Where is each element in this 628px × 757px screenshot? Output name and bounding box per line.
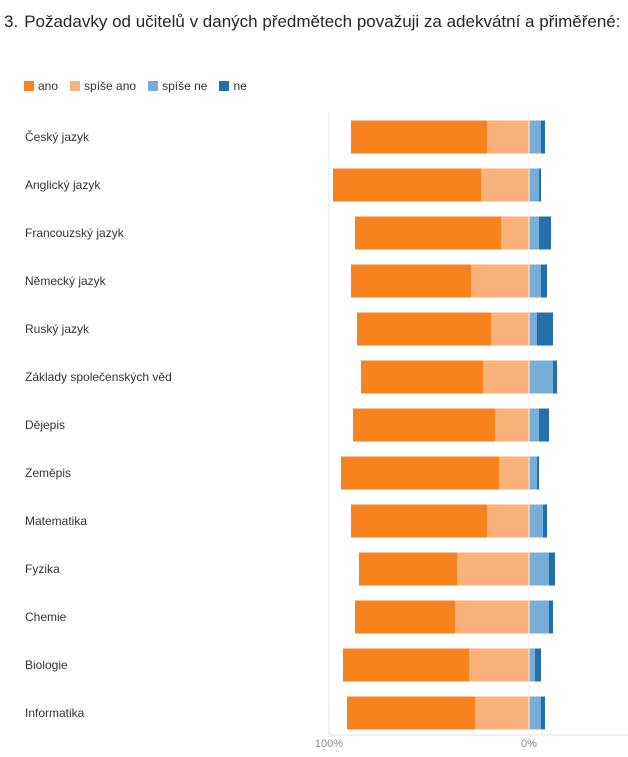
x-tick-label-100: 100%	[315, 738, 343, 750]
bar-spise-ano-informatika	[475, 696, 529, 730]
legend-swatch-ano	[24, 81, 34, 91]
legend-swatch-ne	[219, 81, 230, 91]
bar-spise-ne-zaklady-spolecenskych-ved	[529, 360, 553, 394]
bar-spise-ano-zemepis	[499, 456, 529, 490]
bar-spise-ne-chemie	[529, 600, 549, 634]
bar-ano-rusky-jazyk	[357, 312, 491, 346]
bar-spise-ne-matematika	[529, 504, 543, 538]
bar-ne-zemepis	[537, 456, 539, 490]
bar-spise-ano-francouzsky-jazyk	[501, 216, 529, 250]
bar-spise-ano-rusky-jazyk	[491, 312, 529, 346]
bar-ano-informatika	[347, 696, 475, 730]
category-label-francouzsky-jazyk: Francouzský jazyk	[25, 226, 125, 240]
legend-label-ne: ne	[233, 79, 247, 93]
category-label-biologie: Biologie	[25, 658, 68, 672]
bar-spise-ano-fyzika	[457, 552, 529, 586]
bar-spise-ne-cesky-jazyk	[529, 120, 541, 154]
bar-ne-biologie	[535, 648, 541, 682]
bar-spise-ne-informatika	[529, 696, 541, 730]
bar-ano-anglicky-jazyk	[333, 168, 481, 202]
legend-swatch-spise-ano	[70, 81, 81, 91]
bar-spise-ano-nemecky-jazyk	[471, 264, 529, 298]
category-label-matematika: Matematika	[25, 514, 87, 528]
bar-spise-ano-zaklady-spolecenskych-ved	[483, 360, 529, 394]
bar-ne-nemecky-jazyk	[541, 264, 547, 298]
bar-ne-rusky-jazyk	[537, 312, 553, 346]
legend-item-spise-ano: spíše ano	[70, 79, 136, 93]
bar-ano-zaklady-spolecenskych-ved	[361, 360, 483, 394]
bar-spise-ano-biologie	[469, 648, 529, 682]
category-label-chemie: Chemie	[25, 610, 67, 624]
category-label-zaklady-spolecenskych-ved: Základy společenských věd	[25, 370, 172, 384]
question-text: Požadavky od učitelů v daných předmětech…	[24, 12, 621, 31]
bar-spise-ne-nemecky-jazyk	[529, 264, 541, 298]
legend-item-spise-ne: spíše ne	[148, 79, 207, 93]
question-number: 3.	[4, 12, 19, 31]
bar-spise-ano-cesky-jazyk	[487, 120, 529, 154]
bar-ano-nemecky-jazyk	[351, 264, 471, 298]
bar-spise-ne-francouzsky-jazyk	[529, 216, 539, 250]
chart-legend: ano spíše ano spíše ne ne	[24, 79, 247, 93]
category-label-anglicky-jazyk: Anglický jazyk	[25, 178, 101, 192]
bar-ne-francouzsky-jazyk	[539, 216, 551, 250]
category-label-informatika: Informatika	[25, 706, 85, 720]
bar-ne-matematika	[543, 504, 547, 538]
legend-swatch-spise-ne	[148, 81, 159, 91]
bar-ano-biologie	[343, 648, 469, 682]
bar-ne-informatika	[541, 696, 545, 730]
bar-ne-fyzika	[549, 552, 555, 586]
bar-ano-chemie	[355, 600, 455, 634]
bar-ano-francouzsky-jazyk	[355, 216, 501, 250]
question-title: 3. Požadavky od učitelů v daných předměte…	[4, 12, 620, 32]
category-label-nemecky-jazyk: Německý jazyk	[25, 274, 107, 288]
legend-item-ne: ne	[219, 79, 247, 93]
bar-spise-ne-anglicky-jazyk	[529, 168, 539, 202]
legend-item-ano: ano	[24, 79, 58, 93]
bar-ano-dejepis	[353, 408, 495, 442]
bar-ne-anglicky-jazyk	[539, 168, 541, 202]
bar-ano-fyzika	[359, 552, 457, 586]
bar-spise-ne-dejepis	[529, 408, 539, 442]
category-label-zemepis: Zeměpis	[25, 466, 71, 480]
bar-spise-ne-zemepis	[529, 456, 537, 490]
bar-ne-cesky-jazyk	[541, 120, 545, 154]
bar-ne-dejepis	[539, 408, 549, 442]
bar-spise-ne-rusky-jazyk	[529, 312, 537, 346]
category-label-rusky-jazyk: Ruský jazyk	[25, 322, 90, 336]
bar-ne-chemie	[549, 600, 553, 634]
legend-label-spise-ano: spíše ano	[84, 79, 137, 93]
bar-ano-cesky-jazyk	[351, 120, 487, 154]
bar-ne-zaklady-spolecenskych-ved	[553, 360, 557, 394]
category-label-dejepis: Dějepis	[25, 418, 65, 432]
bar-spise-ne-fyzika	[529, 552, 549, 586]
category-label-fyzika: Fyzika	[25, 562, 60, 576]
bar-spise-ano-anglicky-jazyk	[481, 168, 529, 202]
x-tick-label-0: 0%	[521, 738, 537, 750]
bar-spise-ano-matematika	[487, 504, 529, 538]
bar-spise-ne-biologie	[529, 648, 535, 682]
category-label-cesky-jazyk: Český jazyk	[25, 129, 90, 144]
bar-ano-matematika	[351, 504, 487, 538]
bar-ano-zemepis	[341, 456, 499, 490]
bar-spise-ano-dejepis	[495, 408, 529, 442]
bar-spise-ano-chemie	[455, 600, 529, 634]
legend-label-spise-ne: spíše ne	[162, 79, 208, 93]
legend-label-ano: ano	[38, 79, 59, 93]
